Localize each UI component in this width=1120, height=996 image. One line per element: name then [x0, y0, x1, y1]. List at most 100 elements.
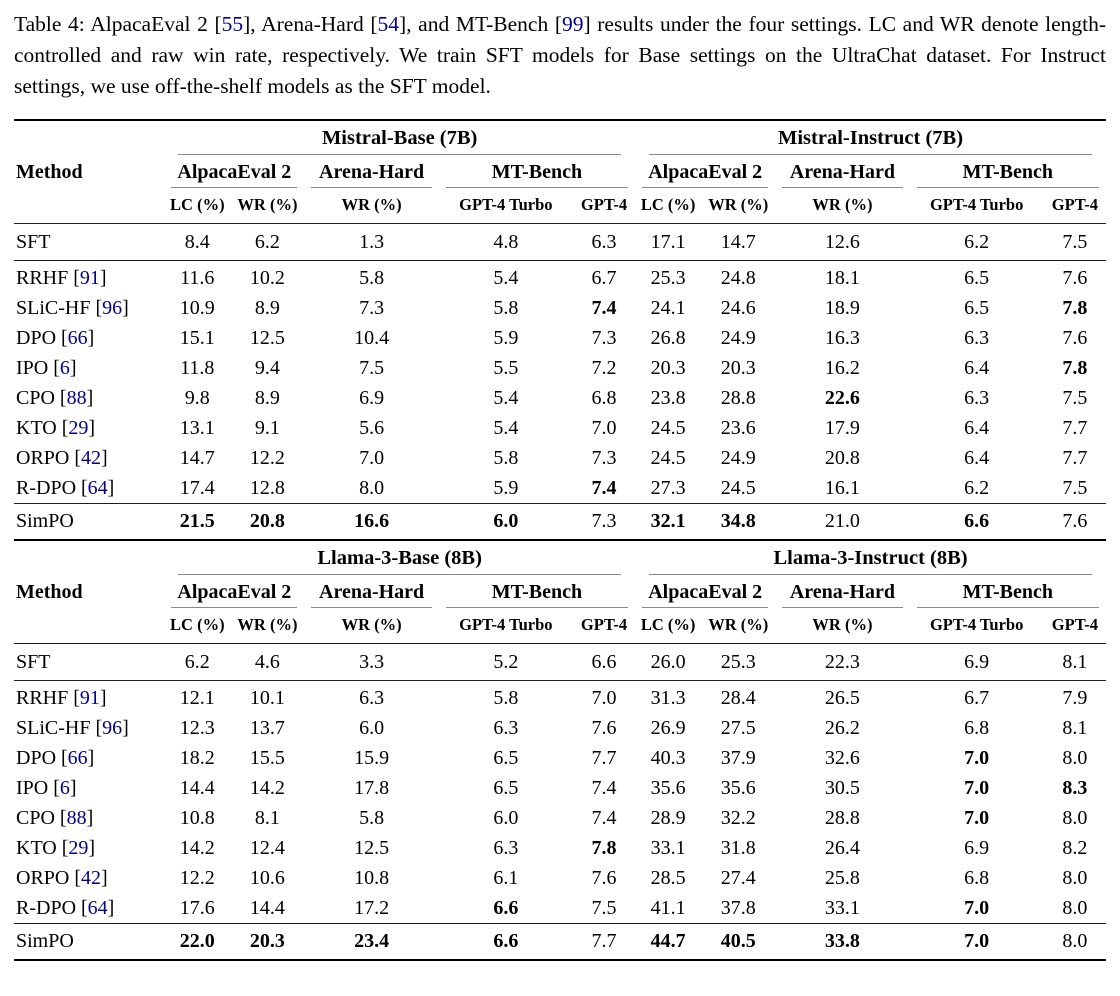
citation-link[interactable]: 99: [561, 12, 584, 36]
table-row-sft: SFT 8.4 6.2 1.3 4.8 6.3 17.1 14.7 12.6 6.2 7.5: [14, 223, 1106, 261]
citation-link[interactable]: 6: [59, 357, 70, 379]
value-cell: 14.7: [701, 223, 776, 261]
citation-link[interactable]: 54: [377, 12, 400, 36]
value-cell: 24.5: [701, 473, 776, 504]
value-cell: 7.7: [591, 930, 617, 952]
citation-link[interactable]: 29: [68, 417, 89, 439]
value-cell: 3.3: [304, 643, 439, 681]
value-cell: 6.8: [964, 867, 990, 889]
table-row-sft: SFT 6.2 4.6 3.3 5.2 6.6 26.0 25.3 22.3 6.9 8.1: [14, 643, 1106, 681]
citation-link[interactable]: 96: [102, 717, 123, 739]
value-cell: 8.3: [1062, 777, 1088, 799]
value-cell: 10.9: [179, 297, 215, 319]
value-cell: 12.8: [230, 473, 305, 504]
value-cell: 8.1: [1062, 717, 1088, 739]
value-cell: 6.7: [964, 687, 990, 709]
table-row-dpo: DPO [66] 15.1 12.5 10.4 5.9 7.3 26.8 24.9 16.3 6.…: [14, 323, 1106, 353]
table-row-ipo: IPO [6] 14.4 14.2 17.8 6.5 7.4 35.6 35.6 30.5 7.0…: [14, 773, 1106, 803]
metric-column-header: LC (%): [164, 608, 231, 644]
method-cell: RRHF [91]: [16, 267, 107, 289]
citation-link[interactable]: 96: [102, 297, 123, 319]
metric-column-header: GPT-4 Turbo: [438, 188, 573, 224]
metric-column-header: LC (%): [635, 608, 702, 644]
method-cell: DPO [66]: [16, 747, 95, 769]
value-cell: 30.5: [824, 777, 860, 799]
metric-column-header: WR (%): [304, 188, 439, 224]
value-cell: 26.4: [824, 837, 860, 859]
value-cell: 18.1: [824, 267, 860, 289]
value-cell: 14.4: [230, 893, 305, 924]
value-cell: 5.8: [359, 267, 385, 289]
value-cell: 7.5: [1043, 473, 1106, 504]
value-cell: 26.0: [635, 643, 702, 681]
value-cell: 12.3: [179, 717, 215, 739]
value-cell: 6.0: [359, 717, 385, 739]
value-cell: 41.1: [635, 893, 702, 924]
value-cell: 8.4: [164, 223, 231, 261]
table-row-r-dpo: R-DPO [64] 17.4 12.8 8.0 5.9 7.4 27.3 24.5 16.1 6…: [14, 473, 1106, 504]
value-cell: 10.1: [249, 687, 285, 709]
value-cell: 28.5: [650, 867, 686, 889]
citation-link[interactable]: 66: [67, 747, 88, 769]
metric-column-header: LC (%): [635, 188, 702, 224]
value-cell: 8.0: [1062, 807, 1088, 829]
value-cell: 8.0: [1062, 747, 1088, 769]
citation-link[interactable]: 88: [66, 807, 87, 829]
citation-link[interactable]: 66: [67, 327, 88, 349]
value-cell: 7.0: [964, 930, 990, 952]
value-cell: 5.8: [493, 297, 519, 319]
value-cell: 18.9: [824, 297, 860, 319]
citation-link[interactable]: 29: [68, 837, 89, 859]
value-cell: 7.3: [591, 510, 617, 532]
table-row-slic-hf: SLiC-HF [96] 10.9 8.9 7.3 5.8 7.4 24.1 24.6 18.9…: [14, 293, 1106, 323]
citation-link[interactable]: 6: [59, 777, 70, 799]
value-cell: 10.8: [179, 807, 215, 829]
benchmark-header: MT-Bench: [910, 155, 1106, 188]
value-cell: 8.0: [1062, 930, 1088, 952]
value-cell: 21.0: [824, 510, 860, 532]
results-tables: Method Mistral-Base (7B) Mistral-Instruct …: [14, 119, 1106, 961]
value-cell: 7.2: [591, 357, 617, 379]
value-cell: 6.2: [230, 223, 305, 261]
method-cell: DPO [66]: [16, 327, 95, 349]
value-cell: 32.6: [824, 747, 860, 769]
table-row-simpo: SimPO 21.5 20.8 16.6 6.0 7.3 32.1 34.8 21.0 6.6 7.…: [14, 504, 1106, 541]
benchmark-header: AlpacaEval 2: [164, 155, 304, 188]
value-cell: 8.0: [1062, 867, 1088, 889]
value-cell: 7.0: [591, 687, 617, 709]
citation-link[interactable]: 64: [87, 477, 108, 499]
method-cell: ORPO [42]: [16, 447, 108, 469]
table-row-cpo: CPO [88] 9.8 8.9 6.9 5.4 6.8 23.8 28.8 22.6 6.3 7.…: [14, 383, 1106, 413]
value-cell: 6.2: [909, 473, 1044, 504]
value-cell: 31.3: [650, 687, 686, 709]
value-cell: 32.2: [720, 807, 756, 829]
citation-link[interactable]: 88: [66, 387, 87, 409]
value-cell: 5.4: [493, 267, 519, 289]
value-cell: 4.8: [438, 223, 573, 261]
citation-link[interactable]: 55: [221, 12, 244, 36]
value-cell: 8.2: [1062, 837, 1088, 859]
value-cell: 23.8: [650, 387, 686, 409]
benchmark-header: MT-Bench: [439, 155, 635, 188]
table-row-kto: KTO [29] 14.2 12.4 12.5 6.3 7.8 33.1 31.8 26.4 6.…: [14, 833, 1106, 863]
citation-link[interactable]: 42: [81, 447, 102, 469]
value-cell: 33.1: [775, 893, 910, 924]
benchmark-header: MT-Bench: [910, 575, 1106, 608]
citation-link[interactable]: 91: [79, 267, 100, 289]
value-cell: 7.5: [1043, 223, 1106, 261]
value-cell: 7.6: [1062, 510, 1088, 532]
citation-link[interactable]: 91: [79, 687, 100, 709]
value-cell: 6.9: [359, 387, 385, 409]
benchmark-header: AlpacaEval 2: [164, 575, 304, 608]
value-cell: 35.6: [720, 777, 756, 799]
citation-link[interactable]: 42: [81, 867, 102, 889]
value-cell: 23.6: [720, 417, 756, 439]
value-cell: 26.5: [824, 687, 860, 709]
value-cell: 5.9: [493, 327, 519, 349]
benchmark-table-1: Method Mistral-Base (7B) Mistral-Instruct …: [14, 119, 1106, 541]
value-cell: 24.5: [650, 417, 686, 439]
value-cell: 6.2: [164, 643, 231, 681]
value-cell: 24.9: [720, 327, 756, 349]
citation-link[interactable]: 64: [87, 897, 108, 919]
value-cell: 15.1: [179, 327, 215, 349]
